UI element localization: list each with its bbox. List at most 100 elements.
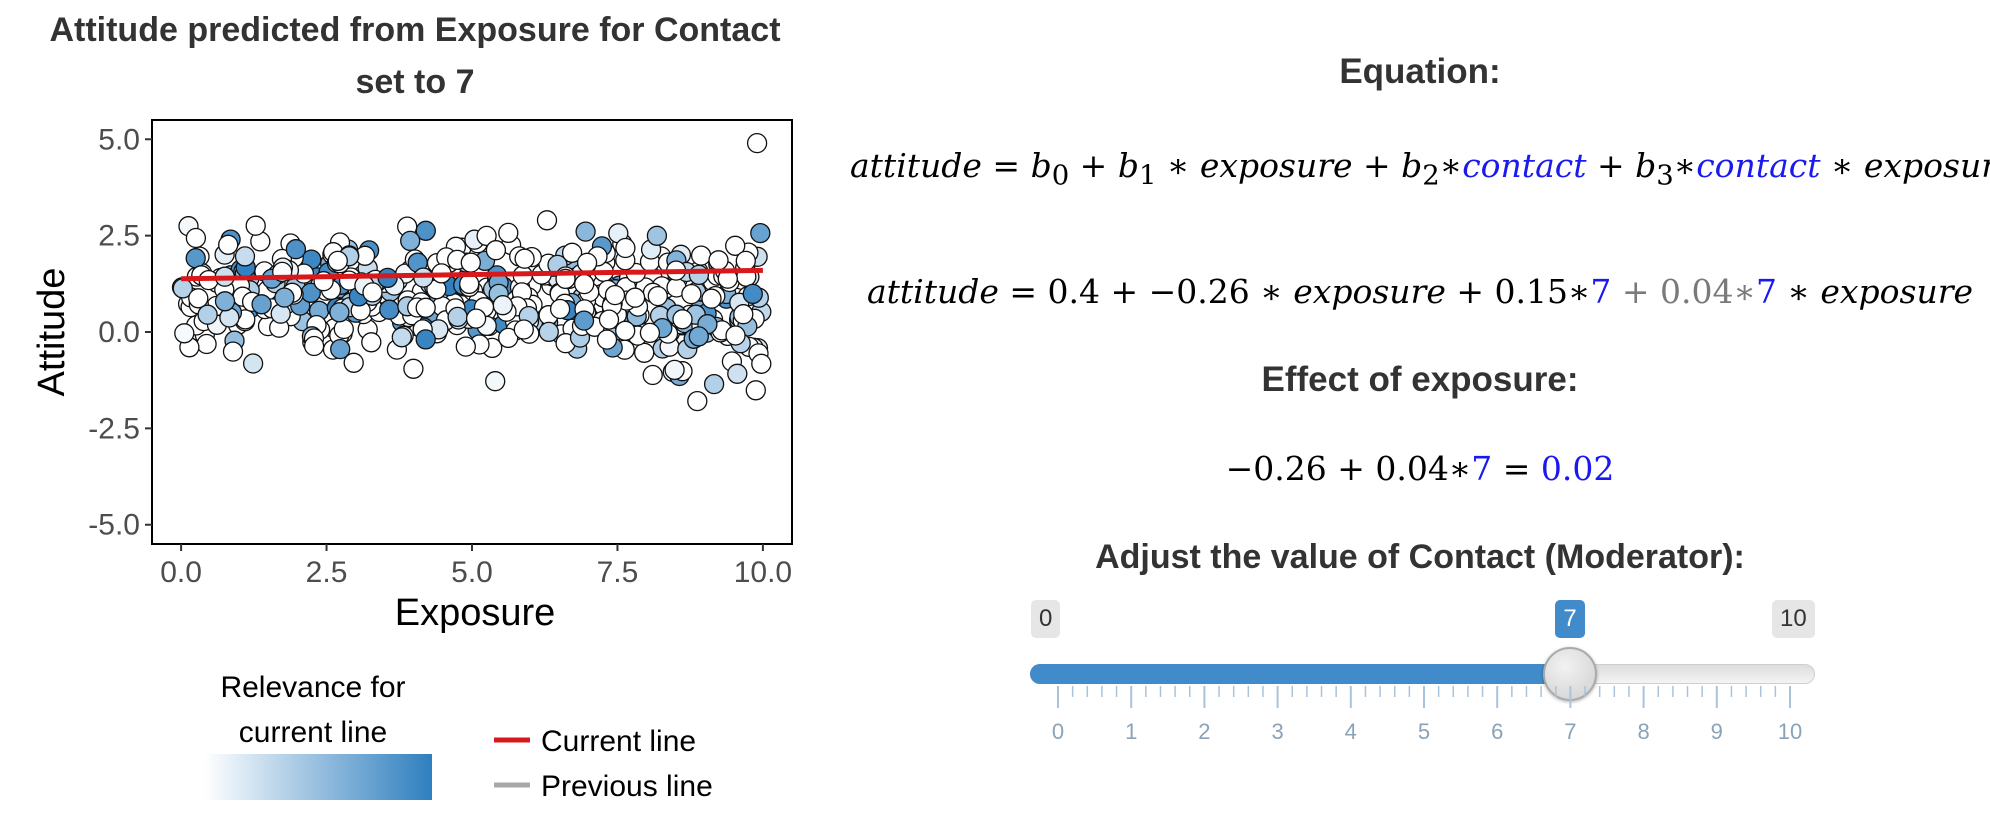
eq2-star2: ∗ — [1567, 272, 1591, 311]
eq1-plus2: + — [1352, 146, 1402, 185]
scatter-point — [681, 283, 702, 305]
scatter-point — [725, 325, 746, 346]
axes: 0.0 2.5 5.0 7.5 10.0 5.0 2.5 0.0 -2.5 -5.0 — [88, 123, 792, 589]
scatter-point — [624, 287, 646, 308]
scatter-point — [379, 299, 400, 320]
eq1-star3: ∗ — [1673, 146, 1697, 185]
scatter-point — [575, 221, 596, 242]
y-tick-label: 2.5 — [98, 220, 140, 253]
plot-title-line2: set to 7 — [355, 63, 475, 101]
effect-result: 0.02 — [1540, 449, 1615, 488]
scatter-point — [415, 220, 436, 241]
eq2-plus1: + — [1100, 272, 1149, 311]
legend-current-line-label: Current line — [541, 725, 696, 758]
scatter-point — [615, 237, 636, 259]
scatter-point — [639, 322, 661, 344]
scatter-point — [688, 264, 710, 286]
x-tick-label: 2.5 — [306, 556, 348, 589]
slider-tick-label: 3 — [1271, 719, 1283, 744]
scatter-point — [690, 245, 712, 266]
effect-heading: Effect of exposure: — [1261, 360, 1579, 399]
scatter-point — [573, 310, 595, 331]
eq2-star1: ∗ — [1249, 272, 1294, 311]
eq1-lhs: attitude — [850, 146, 982, 185]
scatter-point — [561, 242, 583, 263]
slider-tick-label: 10 — [1778, 719, 1802, 744]
scatter-point — [576, 252, 598, 273]
scatter-point — [536, 210, 558, 231]
scatter-point — [615, 320, 636, 341]
scatter-point — [664, 359, 685, 381]
legend-gradient-title-line1: Relevance for — [220, 671, 405, 704]
scatter-point — [727, 363, 748, 384]
scatter-point — [403, 358, 424, 379]
legend-previous-line-label: Previous line — [541, 770, 713, 803]
slider-tick-label: 9 — [1711, 719, 1723, 744]
plot-title: Attitude predicted from Exposure for Con… — [0, 4, 830, 108]
slider-track-fill[interactable] — [1030, 664, 1571, 684]
eq1-b0: b — [1030, 146, 1052, 185]
eq2-plus3: + — [1611, 272, 1661, 311]
scatter-point — [361, 332, 382, 353]
eq2-moderator1: 7 — [1590, 272, 1612, 311]
effect-b3: 0.04 — [1375, 449, 1449, 488]
scatter-point — [498, 327, 519, 349]
slider-heading: Adjust the value of Contact (Moderator): — [1095, 538, 1745, 576]
scatter-point — [735, 250, 756, 272]
scatter-point — [485, 371, 506, 392]
equation-heading: Equation: — [1339, 52, 1501, 91]
scatter-point — [333, 318, 354, 340]
eq1-b1-sub: 1 — [1138, 159, 1157, 192]
eq1-star2: ∗ — [1439, 146, 1463, 185]
scatter-point — [703, 373, 725, 395]
scatter-point — [197, 304, 218, 325]
scatter-point — [687, 390, 708, 412]
eq2-moderator2: 7 — [1755, 272, 1777, 311]
eq1-contact1: contact — [1462, 146, 1587, 185]
eq2-star3: ∗ — [1733, 272, 1756, 311]
slider-tick-label: 8 — [1637, 719, 1649, 744]
scatter-point — [185, 227, 207, 249]
effect-plus: + — [1326, 449, 1376, 488]
eq1-b0-sub: 0 — [1051, 159, 1070, 192]
scatter-plot: 0.0 2.5 5.0 7.5 10.0 5.0 2.5 0.0 -2.5 -5.0 Exposu… — [31, 119, 793, 803]
eq2-lhs: attitude — [866, 272, 999, 311]
slider-tick-label: 0 — [1052, 719, 1064, 744]
scatter-point — [196, 333, 217, 355]
legend-gradient-title-line2: current line — [239, 716, 387, 749]
scatter-point — [549, 298, 571, 320]
scatter-point — [538, 321, 559, 343]
eq2-b1-value: −0.26 — [1148, 272, 1250, 311]
eq2-b3-value: 0.04 — [1660, 272, 1734, 311]
slider-value-label: 7 — [1555, 600, 1585, 638]
x-tick-label: 7.5 — [597, 556, 639, 589]
scatter-point — [188, 288, 209, 309]
eq1-star1: ∗ — [1156, 146, 1200, 185]
scatter-point — [415, 329, 436, 350]
slider-min-label: 0 — [1031, 600, 1061, 638]
eq1-b3: b — [1635, 146, 1657, 185]
slider-max-label: 10 — [1772, 600, 1815, 638]
scatter-point — [214, 291, 236, 312]
eq2-plus2: + — [1445, 272, 1495, 311]
scatter-point — [327, 250, 348, 272]
scatter-point — [476, 225, 497, 247]
eq1-plus3: + — [1586, 146, 1636, 185]
scatter-point — [343, 352, 364, 373]
scatter-point — [634, 342, 655, 363]
eq2-exposure2: exposure — [1820, 272, 1974, 311]
scatter-point — [234, 246, 256, 267]
eq1-plus1: + — [1069, 146, 1118, 185]
eq2-intercept: 0.4 — [1047, 272, 1101, 311]
y-tick-label: -2.5 — [88, 412, 140, 445]
scatter-point — [642, 364, 663, 386]
scatter-point — [604, 284, 626, 306]
scatter-point — [329, 302, 350, 323]
plot-title-line1: Attitude predicted from Exposure for Con… — [49, 11, 781, 49]
scatter-point — [745, 380, 766, 401]
slider-tick-label: 2 — [1198, 719, 1210, 744]
scatter-point — [415, 297, 436, 318]
y-tick-label: 0.0 — [98, 316, 140, 349]
scatter-point — [330, 338, 351, 360]
slider-tick-label: 1 — [1125, 719, 1137, 744]
